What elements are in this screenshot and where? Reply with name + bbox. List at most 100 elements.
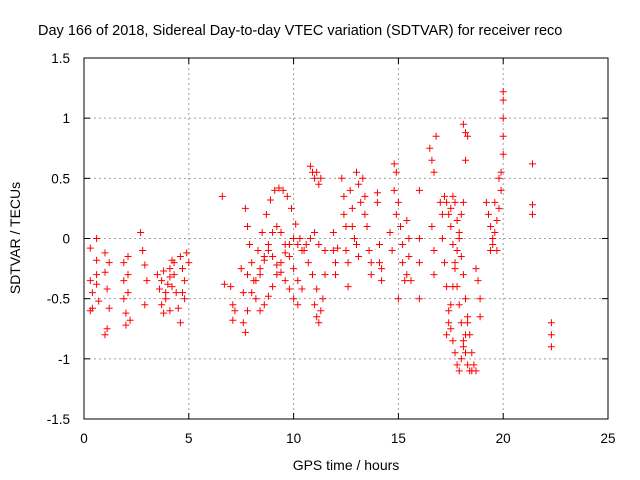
axis-ticks [83, 57, 609, 420]
data-point [373, 198, 381, 206]
data-point [441, 192, 448, 200]
data-point [392, 168, 400, 176]
data-point [462, 129, 469, 137]
data-point [499, 150, 507, 158]
data-point [302, 241, 310, 248]
data-point [306, 162, 314, 170]
data-point [143, 277, 151, 285]
data-point [497, 186, 505, 194]
data-point [296, 235, 304, 242]
data-point [489, 241, 497, 248]
data-point [185, 259, 193, 267]
data-point [455, 367, 463, 375]
data-point [472, 265, 480, 273]
data-point [438, 210, 446, 218]
data-point [101, 268, 109, 276]
data-point [449, 192, 457, 200]
data-point [220, 280, 228, 288]
data-point [290, 235, 298, 242]
data-point [430, 168, 438, 176]
data-point [441, 259, 448, 267]
data-point [447, 325, 455, 333]
data-point [405, 235, 413, 242]
data-point [487, 247, 495, 254]
data-point [451, 198, 459, 206]
data-point [357, 198, 365, 206]
x-axis-label: GPS time / hours [293, 457, 400, 473]
data-point [447, 204, 455, 212]
data-point [141, 261, 149, 269]
data-point [355, 180, 363, 188]
data-point [95, 297, 103, 305]
data-point [277, 229, 285, 236]
data-point [158, 301, 166, 309]
data-point [499, 132, 507, 140]
data-point [170, 271, 178, 279]
data-point [474, 277, 482, 285]
data-point [407, 277, 415, 285]
data-point [361, 192, 369, 200]
data-point [415, 235, 423, 242]
data-point [124, 253, 132, 260]
data-point [239, 319, 247, 327]
data-point [281, 277, 289, 285]
data-point [311, 174, 319, 182]
x-tick-label: 5 [185, 431, 193, 446]
data-point [459, 271, 467, 279]
data-point [93, 256, 101, 264]
data-point [443, 198, 451, 206]
data-point [160, 309, 168, 317]
data-point [176, 319, 184, 327]
data-point [399, 241, 407, 248]
data-point [317, 174, 325, 182]
data-point [499, 114, 507, 122]
data-point [403, 271, 411, 279]
data-point [241, 204, 249, 212]
data-point [239, 289, 247, 297]
data-point [445, 210, 453, 218]
data-point [355, 253, 363, 260]
data-point [86, 244, 94, 252]
data-point [319, 295, 327, 303]
data-point [443, 283, 451, 291]
data-point [311, 229, 319, 236]
data-point [285, 285, 293, 293]
data-point [176, 253, 184, 260]
data-point [453, 247, 461, 254]
data-point [451, 259, 459, 267]
data-point [443, 331, 451, 339]
data-point [430, 271, 438, 279]
data-point [290, 265, 298, 273]
data-point [464, 313, 472, 321]
data-point [231, 307, 239, 315]
data-point [315, 180, 323, 188]
data-point [124, 271, 132, 279]
data-point [277, 259, 285, 267]
data-point [464, 319, 472, 327]
data-point [457, 319, 465, 327]
data-point [462, 156, 469, 164]
data-point [453, 361, 461, 369]
data-point [93, 280, 101, 288]
data-point [367, 259, 375, 267]
data-point [264, 292, 272, 300]
data-point [254, 247, 262, 254]
data-point [306, 235, 314, 242]
data-point [252, 277, 260, 285]
data-point [244, 271, 251, 279]
data-point [267, 196, 274, 204]
data-point [277, 268, 285, 276]
data-point [350, 235, 358, 242]
data-point [376, 241, 383, 248]
data-point [392, 210, 400, 218]
data-point [294, 301, 302, 309]
data-point [103, 285, 111, 293]
data-point [499, 96, 507, 104]
data-point [464, 132, 472, 140]
data-point [447, 223, 455, 230]
data-point [281, 241, 289, 248]
data-point [401, 277, 409, 285]
data-point [457, 210, 465, 218]
data-point [153, 271, 161, 279]
x-tick-label: 15 [391, 431, 406, 446]
